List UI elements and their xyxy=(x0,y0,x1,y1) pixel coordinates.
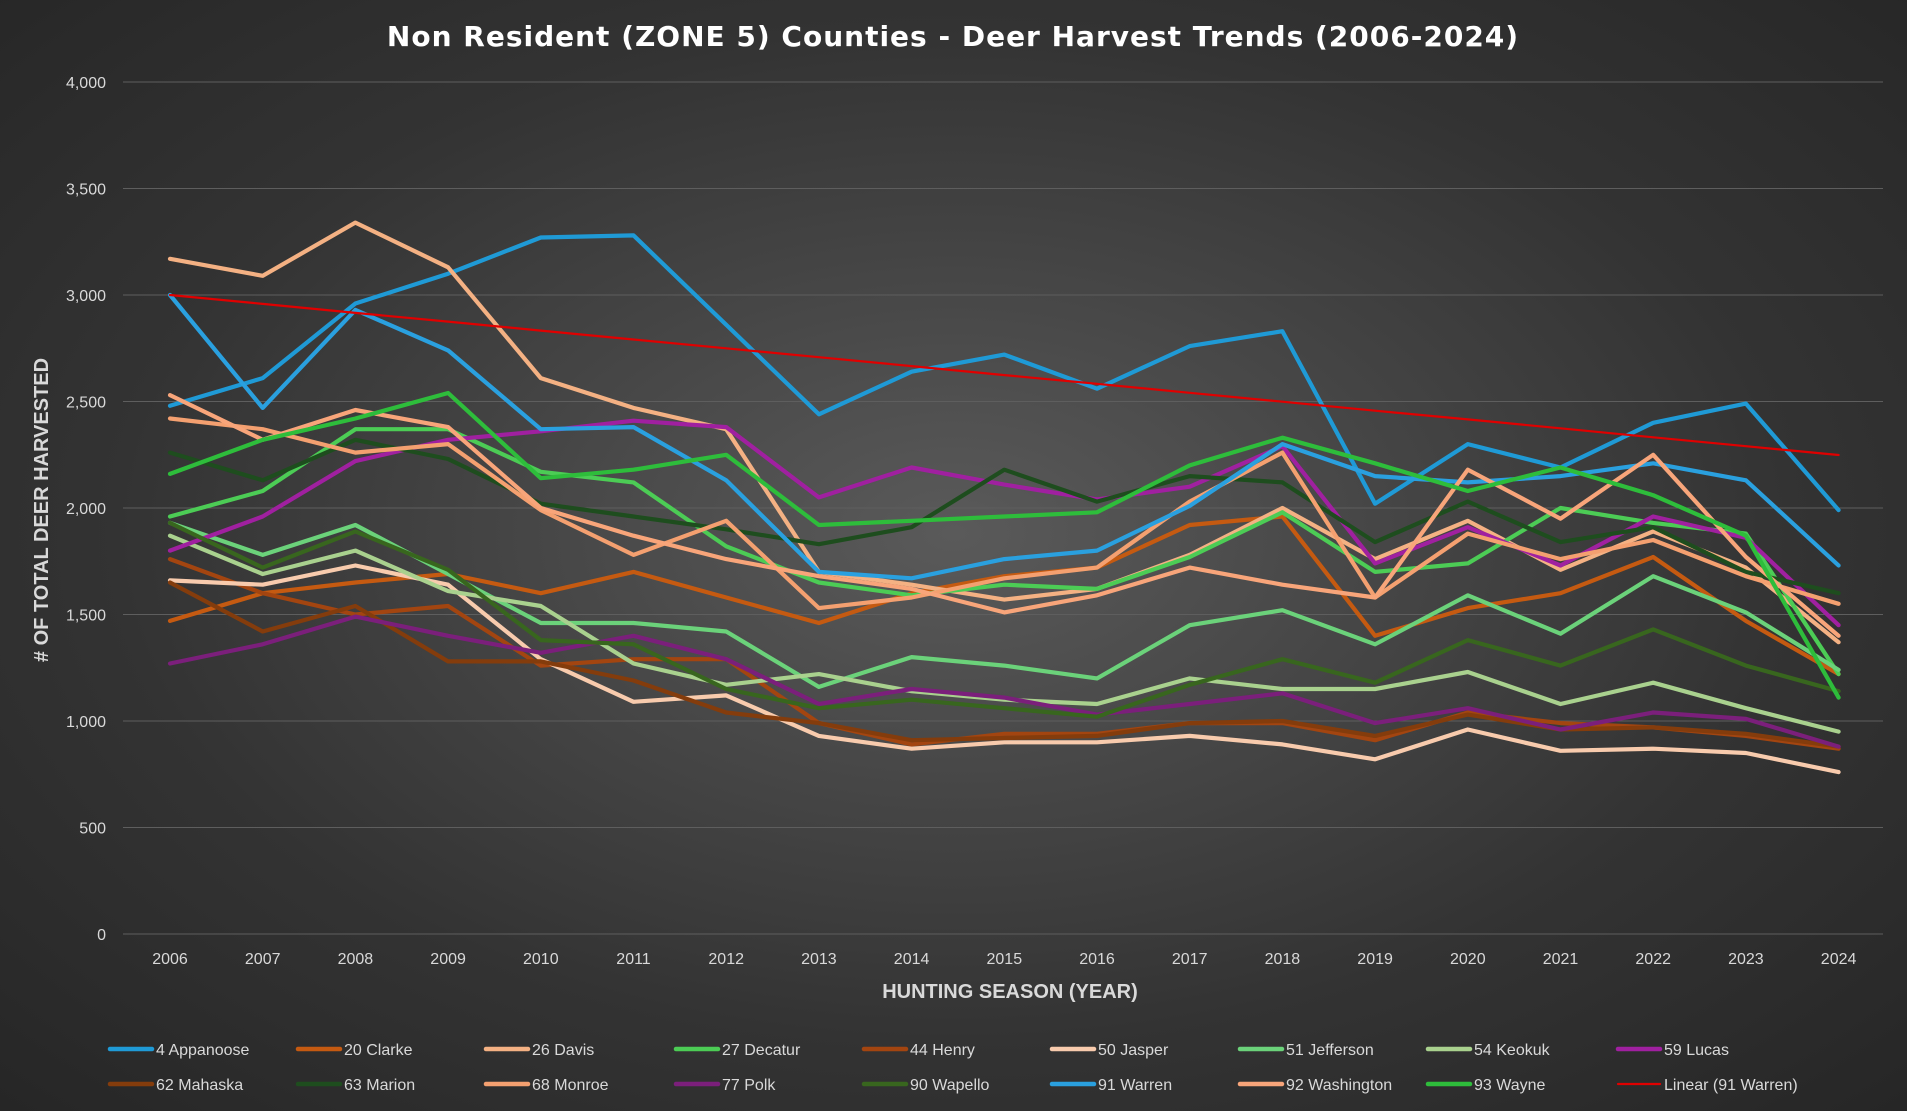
x-tick-label: 2019 xyxy=(1357,951,1393,968)
x-axis-title: HUNTING SEASON (YEAR) xyxy=(882,981,1138,1003)
series-line-54-keokuk xyxy=(167,533,1841,734)
legend-label: 59 Lucas xyxy=(1664,1042,1729,1059)
x-tick-label: 2017 xyxy=(1172,951,1208,968)
x-tick-label: 2008 xyxy=(338,951,374,968)
x-tick-label: 2013 xyxy=(801,951,837,968)
series-line-90-wapello xyxy=(167,520,1841,719)
series-line-linear-91-warren xyxy=(168,293,1840,457)
legend-label: 51 Jefferson xyxy=(1286,1042,1374,1059)
y-tick-label: 4,000 xyxy=(66,75,106,92)
legend-label: 26 Davis xyxy=(532,1042,594,1059)
legend-label: 68 Monroe xyxy=(532,1077,609,1094)
y-tick-label: 2,000 xyxy=(66,501,106,518)
x-tick-label: 2023 xyxy=(1728,951,1764,968)
legend-label: 93 Wayne xyxy=(1474,1077,1546,1094)
gridlines xyxy=(123,81,1883,935)
x-tick-label: 2012 xyxy=(708,951,744,968)
y-tick-label: 3,000 xyxy=(66,288,106,305)
series-line-91-warren xyxy=(167,292,1841,581)
legend-label: 92 Washington xyxy=(1286,1077,1392,1094)
x-tick-label: 2021 xyxy=(1543,951,1579,968)
legend-label: 62 Mahaska xyxy=(156,1077,243,1094)
legend-label: 44 Henry xyxy=(910,1042,975,1059)
legend-label: Linear (91 Warren) xyxy=(1664,1077,1798,1094)
series-line-92-washington xyxy=(167,393,1841,638)
y-tick-label: 3,500 xyxy=(66,182,106,199)
series-line-93-wayne xyxy=(167,390,1841,700)
x-tick-label: 2007 xyxy=(245,951,281,968)
y-tick-label: 1,500 xyxy=(66,608,106,625)
x-tick-label: 2016 xyxy=(1079,951,1115,968)
legend-label: 50 Jasper xyxy=(1098,1042,1169,1059)
legend-label: 27 Decatur xyxy=(722,1042,801,1059)
x-tick-label: 2014 xyxy=(894,951,930,968)
legend-label: 63 Marion xyxy=(344,1077,415,1094)
x-tick-label: 2020 xyxy=(1450,951,1486,968)
series-line-20-clarke xyxy=(167,514,1841,677)
x-tick-label: 2018 xyxy=(1265,951,1301,968)
x-tick-label: 2009 xyxy=(430,951,466,968)
legend-label: 77 Polk xyxy=(722,1077,776,1094)
chart-title: Non Resident (ZONE 5) Counties - Deer Ha… xyxy=(387,20,1519,53)
y-tick-label: 500 xyxy=(79,821,106,838)
series-lines xyxy=(167,220,1841,775)
legend-label: 90 Wapello xyxy=(910,1077,990,1094)
legend-label: 20 Clarke xyxy=(344,1042,413,1059)
series-line-59-lucas xyxy=(167,418,1841,628)
y-tick-label: 1,000 xyxy=(66,714,106,731)
series-line-50-jasper xyxy=(167,563,1841,775)
legend: 4 Appanoose 20 Clarke 26 Davis 27 Decatur 44… xyxy=(107,1042,1798,1094)
series-line-63-marion xyxy=(167,437,1841,596)
x-tick-label: 2022 xyxy=(1635,951,1671,968)
y-tick-label: 0 xyxy=(97,927,106,944)
legend-label: 54 Keokuk xyxy=(1474,1042,1551,1059)
y-axis-title: # OF TOTAL DEER HARVESTED xyxy=(31,358,53,662)
y-tick-label: 2,500 xyxy=(66,395,106,412)
y-axis-ticks: 0 500 1,000 1,500 2,000 2,500 3,000 3,500 4,000 xyxy=(66,75,106,944)
x-tick-label: 2024 xyxy=(1821,951,1857,968)
x-tick-label: 2015 xyxy=(987,951,1023,968)
series-line-26-davis xyxy=(167,220,1841,645)
series-line-44-henry xyxy=(167,556,1841,751)
series-line-68-monroe xyxy=(167,416,1841,611)
legend-label: 4 Appanoose xyxy=(156,1042,250,1059)
x-tick-label: 2006 xyxy=(152,951,188,968)
x-tick-label: 2011 xyxy=(616,951,651,968)
x-tick-label: 2010 xyxy=(523,951,559,968)
legend-label: 91 Warren xyxy=(1098,1077,1172,1094)
series-line-51-jefferson xyxy=(167,520,1841,690)
series-line-77-polk xyxy=(167,614,1841,749)
x-axis-ticks: 2006 2007 2008 2009 2010 2011 2012 2013 2014 2015… xyxy=(152,951,1856,968)
